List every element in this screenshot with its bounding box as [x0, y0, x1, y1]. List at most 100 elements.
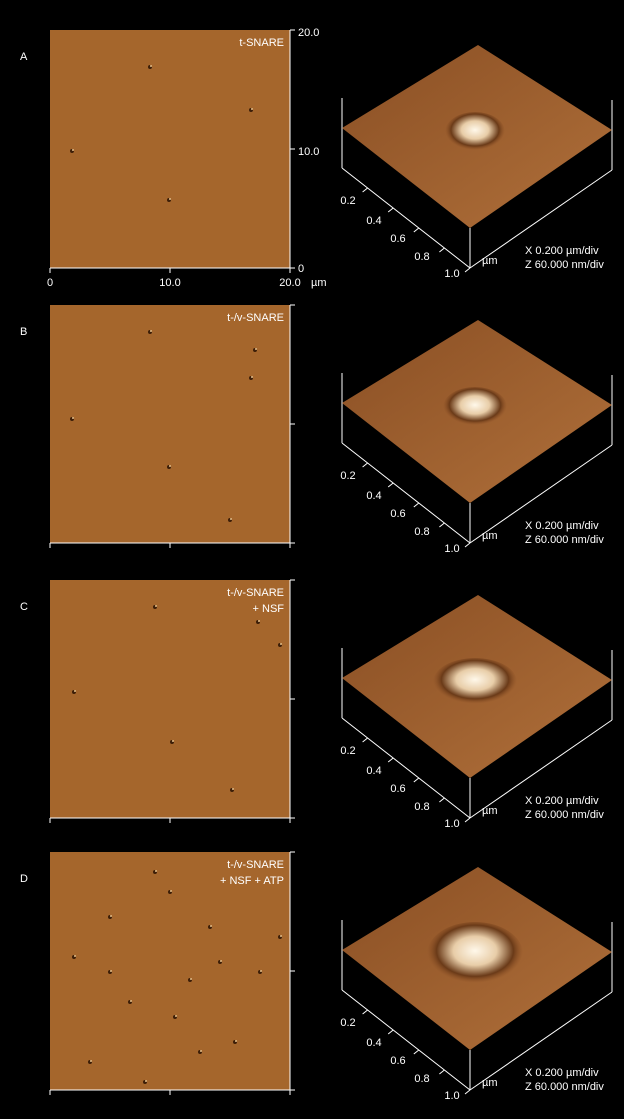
surface-tick-label: 0.4 — [366, 1037, 381, 1049]
surface-tick-label: 1.0 — [444, 818, 459, 830]
tick — [388, 208, 393, 212]
particle-highlight — [235, 1040, 237, 1042]
particle-highlight — [74, 955, 76, 957]
particle-highlight — [130, 1000, 132, 1002]
z-scale: Z 60.000 nm/div — [525, 259, 604, 271]
x-unit: µm — [311, 277, 327, 289]
particle-highlight — [72, 417, 74, 419]
surface-tick-label: 1.0 — [444, 268, 459, 280]
surface-tick-label: 0.8 — [414, 801, 429, 813]
surface-unit: µm — [482, 530, 498, 542]
tick — [388, 758, 393, 762]
surface-tick-label: 0.6 — [390, 1055, 405, 1067]
particle-highlight — [251, 376, 253, 378]
image-label: t-SNARE — [239, 37, 284, 49]
x-scale: X 0.200 µm/div — [525, 520, 599, 532]
tick — [439, 248, 444, 252]
tick — [414, 778, 419, 782]
surface-unit: µm — [482, 805, 498, 817]
particle-highlight — [150, 330, 152, 332]
panel-letter: A — [20, 51, 28, 63]
afm-image — [50, 852, 290, 1090]
surface-tick-label: 0.2 — [340, 745, 355, 757]
surface-tick-label: 1.0 — [444, 1090, 459, 1102]
tick — [414, 503, 419, 507]
vesicle — [443, 387, 507, 427]
surface-tick-label: 0.6 — [390, 508, 405, 520]
surface-tick-label: 0.4 — [366, 765, 381, 777]
figure: At-SNARE010.020.0µm20.010.000.20.40.60.8… — [0, 0, 624, 1119]
particle-highlight — [280, 935, 282, 937]
tick — [363, 463, 368, 467]
z-scale: Z 60.000 nm/div — [525, 809, 604, 821]
image-label: t-/v-SNARE — [227, 312, 284, 324]
particle-highlight — [255, 348, 257, 350]
tick — [439, 523, 444, 527]
particle-highlight — [190, 978, 192, 980]
surface-unit: µm — [482, 1077, 498, 1089]
surface-tick-label: 0.8 — [414, 1073, 429, 1085]
afm-image — [50, 30, 290, 268]
particle-highlight — [170, 890, 172, 892]
surface-tick-label: 0.2 — [340, 1017, 355, 1029]
particle-highlight — [260, 970, 262, 972]
tick — [388, 483, 393, 487]
x-tick-label: 20.0 — [279, 277, 300, 289]
x-scale: X 0.200 µm/div — [525, 245, 599, 257]
particle-highlight — [258, 620, 260, 622]
vesicle — [433, 658, 517, 706]
particle-highlight — [220, 960, 222, 962]
y-tick-label: 0 — [298, 263, 304, 275]
particle-highlight — [280, 643, 282, 645]
panel: Bt-/v-SNARE 0.2 0.4 0.6 0.8 1.0 µm X 0.200 µm/d… — [20, 305, 612, 555]
surface-tick-label: 0.8 — [414, 251, 429, 263]
surface-tick-label: 1.0 — [444, 543, 459, 555]
particle-highlight — [175, 1015, 177, 1017]
particle-highlight — [232, 788, 234, 790]
tick — [363, 1010, 368, 1014]
tick — [465, 818, 470, 822]
surface-tick-label: 0.6 — [390, 233, 405, 245]
particle-highlight — [169, 465, 171, 467]
particle-highlight — [155, 605, 157, 607]
surface-tick-label: 0.8 — [414, 526, 429, 538]
panel: Dt-/v-SNARE+ NSF + ATP0.20.40.60.81.0µmX… — [20, 852, 612, 1102]
image-label: t-/v-SNARE — [227, 859, 284, 871]
particle-highlight — [145, 1080, 147, 1082]
particle-highlight — [172, 740, 174, 742]
page: At-SNARE010.020.0µm20.010.000.20.40.60.8… — [0, 0, 624, 1119]
vesicle — [427, 922, 523, 986]
surface-unit: µm — [482, 255, 498, 267]
x-scale: X 0.200 µm/div — [525, 1067, 599, 1079]
particle-highlight — [155, 870, 157, 872]
tick — [363, 188, 368, 192]
x-tick-label: 10.0 — [159, 277, 180, 289]
panel-letter: B — [20, 326, 27, 338]
tick — [465, 1090, 470, 1094]
image-label: + NSF — [253, 603, 285, 615]
tick — [439, 1070, 444, 1074]
particle-highlight — [200, 1050, 202, 1052]
z-scale: Z 60.000 nm/div — [525, 534, 604, 546]
afm-image — [50, 580, 290, 818]
particle-highlight — [210, 925, 212, 927]
particle-highlight — [150, 65, 152, 67]
x-tick-label: 0 — [47, 277, 53, 289]
particle-highlight — [90, 1060, 92, 1062]
y-tick-label: 20.0 — [298, 27, 319, 39]
particle-highlight — [110, 970, 112, 972]
particle-highlight — [251, 108, 253, 110]
tick — [414, 228, 419, 232]
surface-tick-label: 0.4 — [366, 490, 381, 502]
tick — [414, 1050, 419, 1054]
surface-tick-label: 0.6 — [390, 783, 405, 795]
particle-highlight — [74, 690, 76, 692]
tick — [439, 798, 444, 802]
particle-highlight — [169, 198, 171, 200]
afm-image — [50, 305, 290, 543]
surface-tick-label: 0.2 — [340, 470, 355, 482]
surface-tick-label: 0.4 — [366, 215, 381, 227]
surface-tick-label: 0.2 — [340, 195, 355, 207]
